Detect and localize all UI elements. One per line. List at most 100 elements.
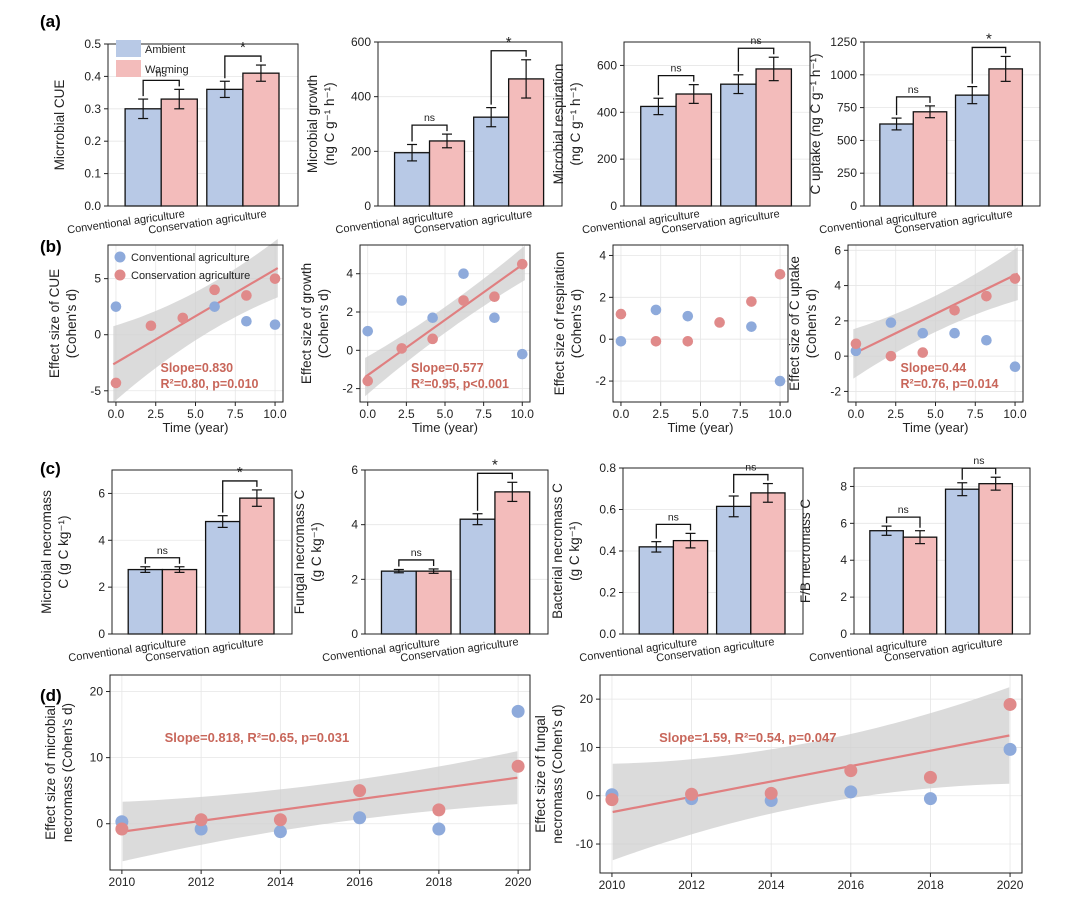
x-tick-label: 2010 bbox=[109, 875, 136, 889]
data-point bbox=[774, 375, 786, 387]
x-axis-label: Time (year) bbox=[903, 420, 969, 435]
x-tick-label: 5.0 bbox=[927, 407, 944, 421]
annotation-slope: Slope=0.577 bbox=[411, 361, 484, 375]
x-tick-label: 2016 bbox=[837, 878, 864, 892]
y-axis-label: (Cohen's d) bbox=[569, 289, 584, 358]
bar bbox=[750, 492, 786, 635]
y-axis-label: necromass (Cohen's d) bbox=[60, 703, 75, 842]
y-axis-label: necromass (Cohen's d) bbox=[550, 704, 565, 843]
data-point bbox=[516, 258, 528, 270]
axis-frame bbox=[364, 469, 549, 635]
y-tick-label: 8 bbox=[840, 479, 847, 493]
y-tick-label: 0 bbox=[586, 789, 593, 803]
y-tick-label: 0 bbox=[346, 343, 353, 357]
x-tick-label: 10.0 bbox=[511, 407, 535, 421]
x-tick-label: 0.0 bbox=[359, 407, 376, 421]
data-point bbox=[746, 296, 757, 307]
y-axis-label: (g C kg⁻¹) bbox=[309, 522, 324, 582]
data-point bbox=[432, 822, 446, 836]
data-point bbox=[1009, 273, 1021, 284]
data-point bbox=[917, 347, 929, 358]
bar bbox=[902, 536, 938, 635]
bar bbox=[206, 88, 244, 207]
annotation-stats: R²=0.95, p<0.001 bbox=[411, 377, 509, 391]
data-point bbox=[1003, 697, 1017, 711]
y-axis-label: Bacterial necromass C bbox=[550, 483, 565, 619]
significance-bracket bbox=[895, 96, 931, 116]
y-tick-label: 6 bbox=[98, 486, 105, 500]
y-tick-label: 2 bbox=[840, 590, 847, 604]
y-axis-label: Micrrobial CUE bbox=[52, 80, 67, 171]
significance-label: ns bbox=[908, 84, 919, 96]
data-point bbox=[949, 327, 960, 339]
x-tick-label: 0.0 bbox=[613, 407, 630, 421]
scatter-chart-6: 0.0 2.5 5.0 7.5 10.0 -2 0 2 4 Time (year) Effect s… bbox=[552, 244, 792, 435]
data-point bbox=[650, 304, 662, 316]
data-point bbox=[615, 308, 627, 320]
y-tick-label: 0 bbox=[351, 627, 358, 641]
panel-label-a-text: (a) bbox=[40, 12, 61, 31]
y-tick-label: 0 bbox=[834, 349, 841, 363]
bar bbox=[428, 140, 466, 207]
fit-line bbox=[122, 776, 518, 833]
significance-bracket bbox=[961, 467, 997, 480]
annotation-stats: R²=0.80, p=0.010 bbox=[161, 377, 259, 391]
y-tick-label: 0 bbox=[98, 627, 105, 641]
y-tick-label: 5 bbox=[94, 272, 101, 286]
x-tick-label: 2020 bbox=[505, 875, 532, 889]
fit-line bbox=[852, 272, 1019, 355]
x-tick-label: 5.0 bbox=[437, 407, 454, 421]
data-point bbox=[885, 317, 897, 328]
y-tick-label: 0.5 bbox=[84, 37, 101, 51]
bar bbox=[715, 505, 752, 635]
bar bbox=[415, 570, 452, 635]
y-axis-label: Effect size of CUE bbox=[47, 269, 62, 378]
data-point bbox=[353, 811, 367, 825]
legend-marker-conventional bbox=[114, 251, 126, 263]
data-point bbox=[1003, 742, 1017, 756]
data-point bbox=[850, 338, 862, 350]
data-point bbox=[396, 343, 408, 354]
legend-label-conservation: Conservation agriculture bbox=[131, 270, 250, 282]
significance-bracket bbox=[398, 559, 435, 567]
annotation-stats: Slope=1.59, R²=0.54, p=0.047 bbox=[659, 730, 836, 745]
x-tick-label: 2012 bbox=[678, 878, 705, 892]
significance-label: ns bbox=[411, 547, 422, 559]
bar bbox=[204, 520, 241, 635]
y-axis-label: (g C kg⁻¹) bbox=[567, 521, 582, 581]
significance-label: * bbox=[986, 30, 992, 47]
y-axis-label: Microbial respiration bbox=[551, 64, 566, 185]
significance-label: ns bbox=[671, 63, 682, 75]
legend-label-warming: Warming bbox=[145, 64, 189, 76]
y-tick-label: 1000 bbox=[830, 68, 857, 82]
bar bbox=[459, 518, 496, 635]
data-point bbox=[516, 348, 528, 360]
axis-frame bbox=[107, 43, 299, 207]
y-tick-label: 0 bbox=[599, 332, 606, 346]
axis-frame bbox=[623, 41, 811, 207]
legend-marker-conservation bbox=[114, 269, 126, 281]
y-tick-label: 2 bbox=[834, 314, 841, 328]
y-tick-label: 0.0 bbox=[84, 199, 101, 213]
y-tick-label: 0.2 bbox=[599, 586, 616, 600]
y-tick-label: -2 bbox=[830, 384, 841, 398]
y-axis-label: Microbial growth bbox=[305, 75, 320, 173]
bar bbox=[869, 530, 904, 635]
x-tick-label: 2018 bbox=[917, 878, 944, 892]
bar bbox=[638, 546, 675, 635]
data-point bbox=[353, 784, 367, 798]
bar bbox=[640, 105, 677, 207]
y-tick-label: 250 bbox=[837, 166, 857, 180]
scatter-chart-5: 0.0 2.5 5.0 7.5 10.0 -2 0 2 4 Time (year) Effect s… bbox=[299, 244, 535, 435]
y-tick-label: 4 bbox=[346, 267, 353, 281]
bar bbox=[161, 568, 198, 635]
fit-line bbox=[112, 267, 279, 366]
scatter-chart-13: 2010 2012 2014 2016 2018 2020 -10 0 10 20 Effect s… bbox=[533, 674, 1024, 892]
legend-label-conventional: Conventional agriculture bbox=[131, 252, 250, 264]
y-axis-label: Effect size of microbial bbox=[43, 705, 58, 840]
data-point bbox=[923, 792, 937, 806]
y-tick-label: 0.4 bbox=[599, 544, 616, 558]
y-tick-label: 0.6 bbox=[599, 503, 616, 517]
